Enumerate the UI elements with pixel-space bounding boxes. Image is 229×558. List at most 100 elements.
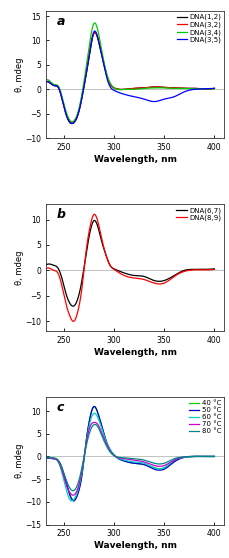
DNA(3,4) [213,85,216,92]
DNA(1,2) [167,84,170,91]
Text: c: c [57,401,64,414]
50 °C [100,422,103,429]
DNA(1,2) [100,51,103,57]
DNA(6,7) [93,217,96,224]
DNA(8,9) [72,318,75,325]
DNA(3,5) [167,95,170,102]
DNA(1,2) [112,84,115,91]
80 °C [65,477,68,483]
DNA(6,7) [65,291,68,297]
70 °C [213,453,216,460]
DNA(3,2) [112,84,115,91]
DNA(3,4) [151,85,154,92]
Line: 40 °C: 40 °C [46,406,214,499]
DNA(3,5) [65,111,68,118]
Y-axis label: θ, mdeg: θ, mdeg [15,251,24,285]
Line: DNA(3,2): DNA(3,2) [46,32,214,122]
DNA(3,4) [71,118,74,125]
Line: DNA(6,7): DNA(6,7) [46,220,214,306]
DNA(6,7) [167,276,170,282]
40 °C [213,453,216,460]
40 °C [151,464,154,471]
40 °C [72,496,75,503]
DNA(6,7) [112,265,115,272]
70 °C [72,492,75,498]
DNA(3,4) [168,85,171,92]
40 °C [112,451,115,458]
DNA(6,7) [151,277,154,283]
DNA(3,5) [168,95,171,102]
70 °C [93,419,96,426]
DNA(1,2) [168,84,171,91]
50 °C [44,454,47,461]
40 °C [65,479,68,485]
50 °C [167,463,170,470]
DNA(1,2) [44,79,47,85]
40 °C [93,403,96,410]
DNA(3,5) [151,98,154,105]
Line: DNA(8,9): DNA(8,9) [46,214,214,321]
X-axis label: Wavelength, nm: Wavelength, nm [94,155,177,164]
70 °C [151,461,154,468]
70 °C [167,460,170,467]
DNA(6,7) [71,303,74,310]
DNA(8,9) [167,277,170,284]
80 °C [44,454,47,460]
DNA(8,9) [112,266,115,272]
Legend: 40 °C, 50 °C, 60 °C, 70 °C, 80 °C: 40 °C, 50 °C, 60 °C, 70 °C, 80 °C [188,400,222,435]
DNA(1,2) [71,120,73,127]
80 °C [151,459,154,466]
40 °C [167,462,170,469]
Y-axis label: θ, mdeg: θ, mdeg [15,444,24,478]
60 °C [44,454,47,461]
70 °C [44,454,47,461]
80 °C [168,458,171,464]
DNA(3,2) [213,85,216,92]
Line: DNA(1,2): DNA(1,2) [46,32,214,123]
Line: DNA(3,5): DNA(3,5) [46,31,214,123]
40 °C [100,422,103,429]
DNA(3,4) [112,84,115,91]
DNA(3,5) [112,86,115,93]
70 °C [168,460,171,466]
60 °C [112,451,115,458]
50 °C [168,463,171,469]
Line: 60 °C: 60 °C [46,413,214,501]
DNA(1,2) [93,29,96,36]
60 °C [167,461,170,468]
Y-axis label: θ, mdeg: θ, mdeg [15,57,24,92]
Line: 70 °C: 70 °C [46,422,214,495]
60 °C [93,410,96,417]
DNA(6,7) [213,266,216,272]
Text: a: a [57,15,65,28]
60 °C [100,425,103,431]
DNA(8,9) [100,235,103,242]
80 °C [112,452,115,459]
DNA(3,4) [93,20,96,26]
DNA(3,5) [71,120,73,127]
DNA(3,4) [167,85,170,92]
DNA(3,5) [93,28,96,35]
Legend: DNA(6,7), DNA(8,9): DNA(6,7), DNA(8,9) [176,206,222,222]
DNA(8,9) [151,279,154,286]
DNA(1,2) [65,111,68,118]
50 °C [65,479,68,485]
Line: 50 °C: 50 °C [46,406,214,501]
DNA(8,9) [65,301,68,307]
50 °C [93,403,96,410]
80 °C [71,487,74,494]
50 °C [72,498,75,504]
DNA(3,2) [168,84,171,91]
Legend: DNA(1,2), DNA(3,2), DNA(3,4), DNA(3,5): DNA(1,2), DNA(3,2), DNA(3,4), DNA(3,5) [176,13,222,44]
DNA(6,7) [168,275,171,282]
70 °C [112,451,115,458]
DNA(3,2) [151,84,154,90]
70 °C [100,429,103,436]
80 °C [93,421,96,428]
DNA(3,2) [70,119,73,126]
Line: DNA(3,4): DNA(3,4) [46,23,214,122]
DNA(1,2) [213,85,216,92]
50 °C [151,465,154,472]
DNA(3,4) [65,108,68,115]
40 °C [168,461,171,468]
